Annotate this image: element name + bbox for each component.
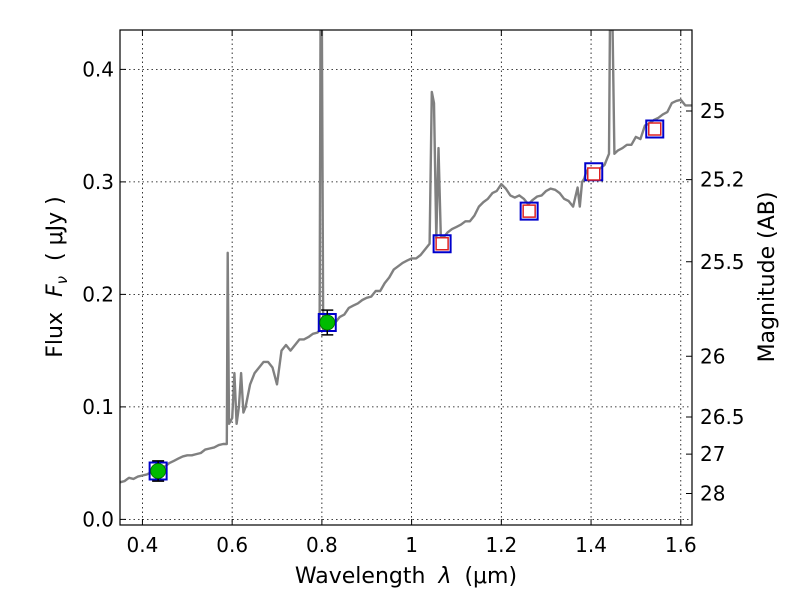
model-square-marker — [519, 201, 539, 221]
y-tick-label: 0.1 — [82, 395, 114, 419]
right-tick-label: 25.5 — [700, 250, 745, 274]
plot-frame — [119, 29, 693, 526]
observed-point-green — [150, 463, 167, 479]
x-axis-label: Wavelength λ (μm) — [295, 564, 517, 589]
grid-lines — [120, 30, 692, 525]
y-tick-label: 0.3 — [82, 170, 114, 194]
right-tick-label: 26 — [700, 344, 725, 368]
y-tick-label: 0.4 — [82, 57, 114, 81]
observed-point-red — [587, 167, 601, 181]
spectrum-layer — [120, 30, 692, 484]
x-tick-label: 0.6 — [216, 533, 248, 557]
observed-point-red — [522, 204, 536, 218]
observed-point-green — [319, 314, 336, 331]
y-axis-label: Flux Fν ( μJy ) — [43, 196, 73, 357]
x-tick-label: 1.4 — [575, 533, 607, 557]
spectrum-line — [120, 30, 692, 484]
x-tick-label: 0.8 — [306, 533, 338, 557]
x-tick-label: 1 — [405, 533, 418, 557]
x-tick-label: 0.4 — [127, 533, 159, 557]
observed-point-red — [648, 122, 662, 136]
right-axis-label: Magnitude (AB) — [755, 192, 780, 363]
x-tick-label: 1.6 — [665, 533, 697, 557]
model-square-marker — [432, 234, 452, 254]
right-tick-label: 25 — [700, 99, 725, 123]
x-tick-label: 1.2 — [485, 533, 517, 557]
points-layer — [148, 119, 665, 482]
model-square-marker — [645, 119, 665, 139]
axis-ticks: 0.4 0.6 0.8 1 1.2 1.4 1.6 0.0 0.1 0.2 0.3 0.4 25 25.2… — [82, 30, 745, 557]
right-tick-label: 27 — [700, 442, 725, 466]
right-tick-label: 28 — [700, 482, 725, 506]
right-tick-label: 26.5 — [700, 405, 745, 429]
y-tick-label: 0.2 — [82, 282, 114, 306]
observed-point-red — [435, 237, 449, 251]
right-tick-label: 25.2 — [700, 168, 745, 192]
y-tick-label: 0.0 — [82, 507, 114, 531]
